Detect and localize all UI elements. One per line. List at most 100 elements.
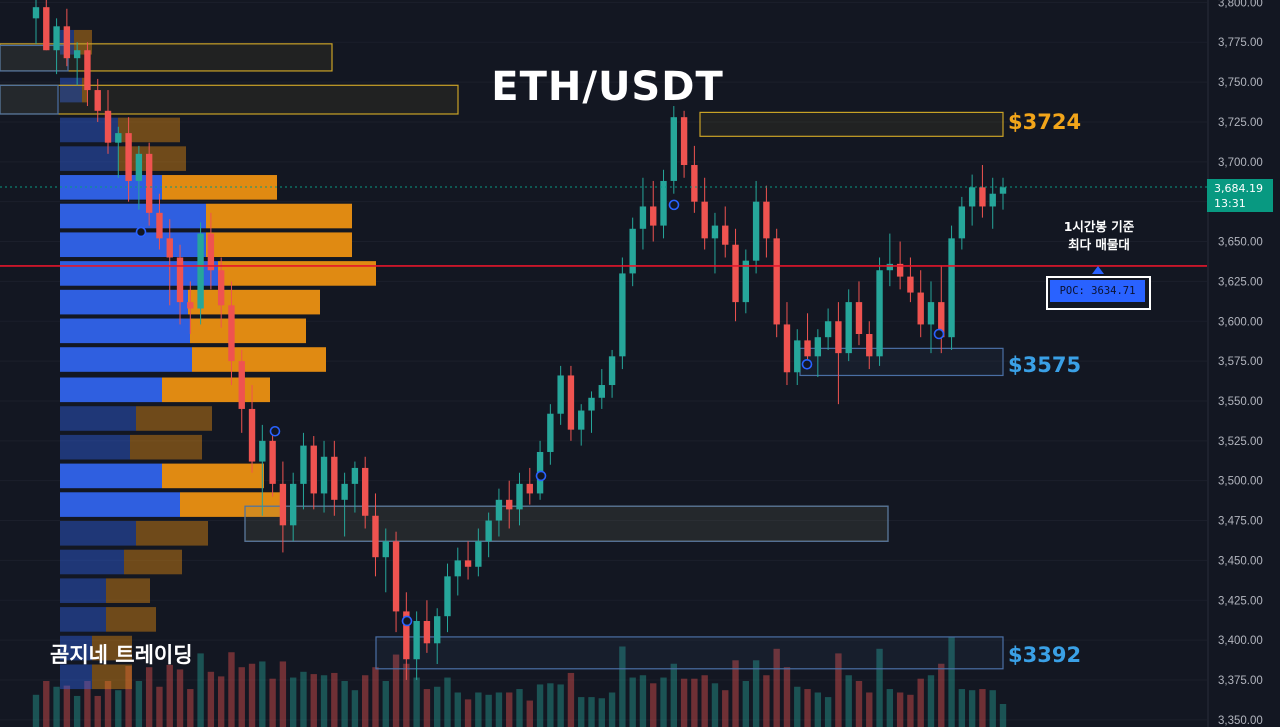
volume-bar [783,667,791,727]
volume-bar [197,653,204,727]
signal-marker-icon [401,615,413,627]
volume-bar [989,690,996,727]
price-tick-label: 3,475.00 [1218,516,1263,528]
candle-body [392,541,400,612]
volume-bar [475,692,482,727]
candle-body [814,337,822,357]
volume-bar [413,677,420,727]
volume-bar [886,689,894,727]
candle-body [598,385,605,398]
volume-bar [145,667,153,727]
vp-buy-bar [60,520,136,546]
candle-body [948,238,955,338]
candle-body [43,7,50,51]
volume-bar [824,697,832,727]
price-tick-label: 3,400.00 [1218,635,1263,647]
volume-bar [454,692,461,727]
candle-body [927,302,935,325]
price-tick-label: 3,450.00 [1218,555,1263,567]
volume-bar [968,690,976,727]
price-axis[interactable]: 3,800.00 3,775.00 3,750.00 3,725.00 3,700.00… [1207,0,1263,727]
candle-body [691,165,698,202]
volume-bar [63,685,71,727]
vp-buy-bar [60,377,162,403]
support-zone [799,347,1004,377]
candle-body [382,541,389,558]
candle-body [855,302,863,335]
volume-bar [660,677,667,727]
candle-body [578,410,585,430]
candle-body [310,445,317,494]
volume-bar [43,681,50,727]
volume-bar [392,654,400,727]
candle-body [320,456,328,494]
candle-body [588,397,595,411]
level-label-lower: $3392 [1008,643,1082,667]
candle-body [300,445,307,484]
volume-bar [228,652,235,727]
candle-body [670,117,677,181]
volume-bar [279,661,287,727]
volume-bar [135,681,143,727]
watermark-text: 곰지네 트레이딩 [50,643,193,667]
candle-body [73,50,81,59]
vp-buy-bar [60,607,106,632]
candle-body [629,228,636,274]
level-label-upper: $3724 [1008,110,1082,134]
volume-bar [711,683,719,727]
volume-bar [362,675,369,727]
resistance-zone [699,111,1004,137]
volume-bar [423,689,431,727]
volume-bar [516,689,523,727]
vp-buy-bar [60,203,206,229]
candle-body [197,233,204,309]
volume-bar [639,675,647,727]
candle-body [958,206,966,239]
volume-bar [53,686,60,727]
current-price-tag[interactable]: 3,684.19 13:31 [1207,179,1273,212]
volume-bar [238,667,245,727]
candle-body [711,225,719,239]
volume-bar [464,699,472,727]
volume-bar [629,677,636,727]
price-tick-label: 3,800.00 [1218,0,1263,9]
candle-body [701,201,708,239]
candle-body [722,225,729,245]
vp-buy-bar [60,664,92,690]
candle-body [351,467,359,484]
price-tick-label: 3,375.00 [1218,675,1263,687]
candle-body [238,361,245,409]
candle-body [495,499,503,521]
volume-bar [670,663,677,727]
candle-body [608,356,616,386]
candle-body [145,153,153,213]
vp-buy-bar [60,347,192,372]
price-tick-label: 3,575.00 [1218,356,1263,368]
current-price-value: 3,684.19 [1214,182,1263,195]
price-tick-label: 3,750.00 [1218,77,1263,89]
vp-buy-bar [60,146,118,171]
candle-body [434,616,441,644]
vp-sell-bar [162,377,270,403]
bar-countdown: 13:31 [1214,197,1246,210]
candle-body [794,340,801,373]
volume-bar [331,672,338,727]
candle-body [464,560,472,567]
candle-body [485,520,492,542]
candle-body [557,375,564,414]
candle-body [217,270,225,306]
candle-body [423,620,431,644]
candle-body [269,440,276,484]
volume-bar [763,675,770,727]
volume-bars [32,637,1007,727]
volume-bar [804,689,811,727]
candle-body [279,483,287,526]
candle-body [403,611,410,660]
volume-bar [773,648,780,727]
candle-body [732,244,739,303]
candle-body [516,483,523,510]
support-zone [375,636,1004,670]
signal-marker-icon [135,226,147,238]
candle-body [886,263,894,271]
